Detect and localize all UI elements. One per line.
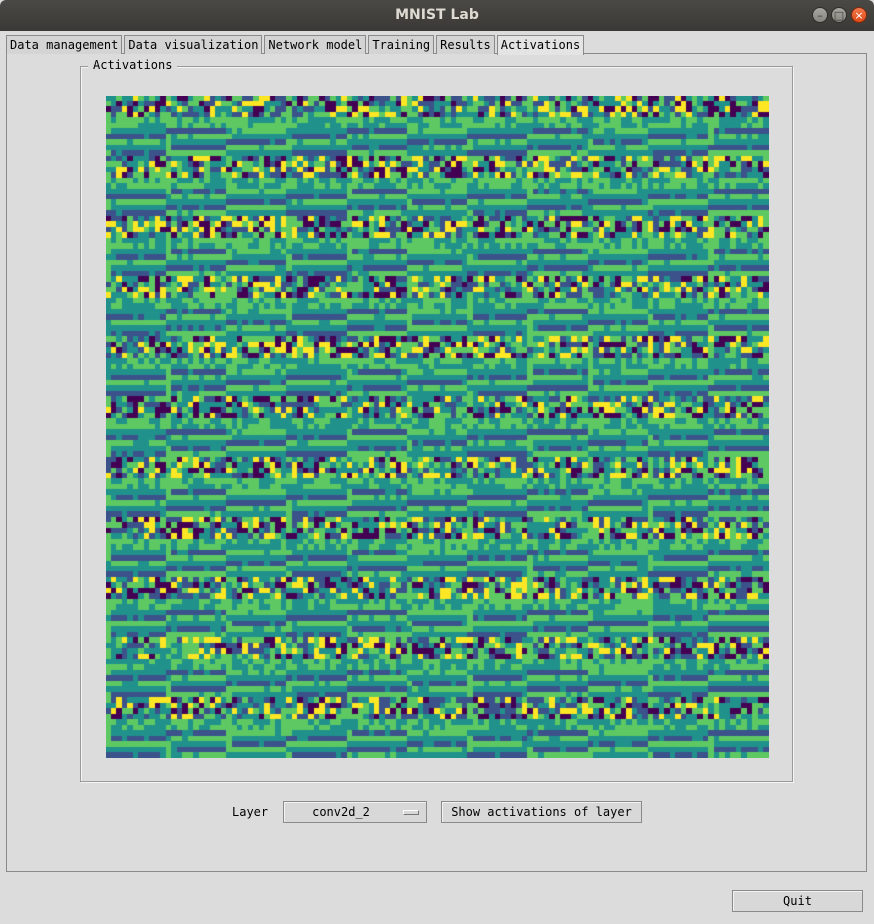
- tab-data-management[interactable]: Data management: [6, 35, 123, 54]
- tab-network-model[interactable]: Network model: [264, 35, 367, 54]
- activations-frame-label: Activations: [88, 58, 178, 72]
- layer-label: Layer: [232, 805, 269, 819]
- layer-select-value: conv2d_2: [312, 805, 370, 819]
- tab-bar: Data management Data visualization Netwo…: [6, 35, 586, 55]
- tab-activations[interactable]: Activations: [496, 35, 585, 55]
- quit-button[interactable]: Quit: [732, 890, 863, 912]
- activations-frame: [80, 66, 793, 782]
- title-bar: [0, 0, 874, 31]
- tab-training[interactable]: Training: [368, 35, 435, 54]
- close-icon[interactable]: ×: [851, 7, 867, 23]
- show-activations-button[interactable]: Show activations of layer: [441, 801, 642, 823]
- dropdown-icon: [403, 810, 419, 815]
- window-title: MNIST Lab: [395, 7, 479, 23]
- tab-results[interactable]: Results: [436, 35, 495, 54]
- layer-select[interactable]: conv2d_2: [283, 801, 427, 823]
- maximize-icon[interactable]: □: [831, 7, 847, 23]
- tab-data-visualization[interactable]: Data visualization: [124, 35, 263, 54]
- minimize-icon[interactable]: –: [812, 7, 828, 23]
- activations-heatmap: [106, 96, 769, 758]
